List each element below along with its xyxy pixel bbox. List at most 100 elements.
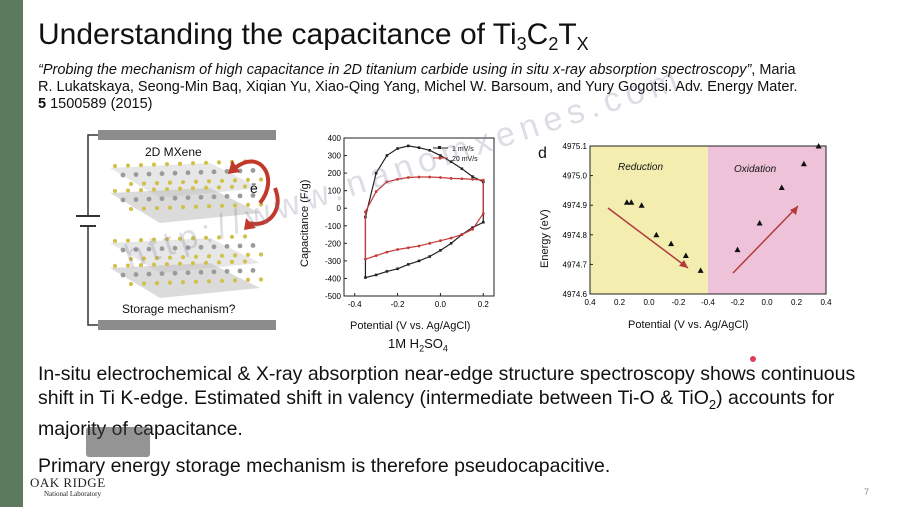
cv-point — [460, 167, 464, 171]
cv-chart: Capacitance (F/g) Potential (V vs. Ag/Ag… — [299, 134, 495, 332]
atom — [180, 205, 186, 210]
atom — [219, 253, 225, 258]
atom — [198, 169, 204, 175]
atom — [125, 238, 131, 243]
energy-xtick-label: 0.4 — [584, 298, 596, 307]
atom — [128, 206, 134, 212]
cv-ytick-label: -500 — [325, 292, 342, 301]
atom — [146, 196, 152, 202]
atom — [164, 262, 170, 267]
cv-xlabel: Potential (V vs. Ag/AgCl) — [350, 320, 470, 332]
cv-point — [364, 210, 367, 214]
atom — [151, 262, 157, 267]
atom — [133, 197, 139, 202]
atom — [146, 171, 152, 177]
atom — [211, 194, 217, 200]
atom — [216, 235, 222, 240]
energy-xtick-label: -0.4 — [701, 298, 715, 307]
energy-xtick-label: 0.0 — [761, 298, 773, 307]
atom — [172, 245, 178, 251]
atom — [141, 181, 147, 186]
cv-point — [385, 154, 389, 157]
atom — [193, 204, 199, 209]
cv-point — [439, 249, 442, 252]
cv-xtick-label: -0.2 — [391, 300, 405, 309]
atom — [167, 180, 173, 185]
cv-ylabel: Capacitance (F/g) — [299, 180, 311, 267]
cv-point — [449, 236, 453, 240]
cv-point — [471, 227, 474, 231]
cv-ytick-label: -100 — [325, 222, 342, 231]
energy-point — [800, 160, 807, 167]
cv-point — [439, 176, 442, 179]
atom — [245, 177, 251, 183]
cv-point — [428, 148, 432, 152]
atom — [211, 169, 217, 175]
atom — [151, 187, 157, 192]
atom — [133, 272, 139, 277]
energy-point — [697, 267, 704, 273]
atom — [138, 262, 144, 268]
atom — [245, 277, 251, 283]
atom — [185, 245, 191, 251]
atom — [180, 180, 186, 185]
atom — [125, 188, 131, 193]
atom — [211, 269, 217, 275]
video-overlay-badge — [86, 427, 150, 457]
atom — [206, 204, 212, 209]
energy-xtick-label: 0.0 — [643, 298, 655, 307]
atom — [245, 252, 251, 258]
atom — [164, 162, 170, 167]
atom — [159, 171, 165, 177]
energy-point — [638, 202, 645, 208]
atom — [190, 236, 196, 241]
atom — [177, 186, 183, 191]
energy-xtick-label: -0.2 — [672, 298, 686, 307]
atom — [258, 252, 264, 257]
cv-ytick-label: -400 — [325, 274, 342, 283]
energy-ytick-label: 4974.6 — [563, 290, 588, 299]
electrolyte-label: 1M H2SO4 — [388, 336, 448, 354]
cv-legend-2: 20 mV/s — [452, 156, 478, 163]
atom — [159, 246, 165, 252]
schematic-top-label: 2D MXene — [145, 145, 202, 159]
atom — [193, 179, 199, 184]
atom — [120, 247, 126, 253]
atom — [242, 259, 248, 264]
atom — [138, 237, 144, 243]
schematic-bottom-label: Storage mechanism? — [122, 302, 236, 316]
cv-point — [471, 175, 474, 178]
atom — [151, 162, 157, 167]
cv-point — [364, 257, 367, 261]
atom — [206, 179, 212, 184]
cv-point — [428, 175, 432, 179]
atom — [146, 246, 152, 252]
atom — [232, 278, 238, 283]
region-oxidation: Oxidation — [734, 164, 777, 175]
cv-ytick-label: 200 — [328, 169, 342, 178]
atom — [206, 254, 212, 259]
cv-point — [460, 233, 464, 236]
energy-xtick-label: 0.2 — [614, 298, 626, 307]
energy-xtick-label: 0.2 — [791, 298, 803, 307]
atom — [250, 243, 256, 248]
cv-point — [385, 270, 389, 273]
bullet-1: In-situ electrochemical & X-ray absorpti… — [38, 363, 856, 440]
atom — [250, 268, 256, 273]
cv-point — [481, 212, 485, 215]
atom — [125, 263, 131, 268]
energy-point — [682, 252, 689, 259]
cv-point — [396, 267, 399, 271]
atom — [180, 280, 186, 285]
atom — [172, 195, 178, 201]
cv-point — [449, 160, 453, 163]
energy-ytick-label: 4974.7 — [563, 260, 588, 269]
cv-ytick-label: -300 — [325, 257, 342, 266]
cv-point — [428, 255, 432, 258]
cv-ytick-label: 0 — [337, 204, 342, 213]
atom — [237, 268, 243, 274]
energy-point — [815, 143, 822, 149]
cv-point — [417, 146, 421, 149]
cv-xtick-label: -0.4 — [348, 300, 362, 309]
atom — [237, 243, 243, 249]
